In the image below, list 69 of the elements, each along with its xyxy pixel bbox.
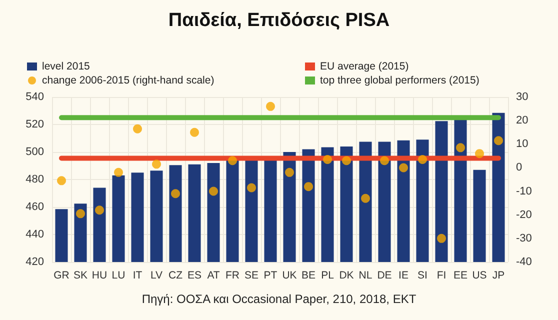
legend-label: EU average (2015) xyxy=(320,60,409,72)
point xyxy=(228,156,237,166)
x-tick-label: LV xyxy=(150,270,163,282)
point xyxy=(114,168,123,177)
y-tick-label: 500 xyxy=(26,146,44,158)
x-tick-label: DK xyxy=(339,270,354,282)
x-tick-label: AT xyxy=(207,270,220,282)
text: Πηγή: ΟΟΣΑ και Occasional Paper, 210, 2018, ΕΚΤ xyxy=(142,292,417,306)
y-tick-label: 460 xyxy=(26,201,44,213)
y2-tick-label: 0 xyxy=(516,162,522,174)
point xyxy=(190,128,199,137)
point xyxy=(285,168,294,177)
y2-tick-label: 30 xyxy=(516,91,528,103)
point xyxy=(437,234,446,243)
x-tick-label: FR xyxy=(226,270,240,282)
y2-tick-label: 20 xyxy=(516,114,528,127)
x-tick-label: IE xyxy=(398,270,408,282)
y2-tick-label: -30 xyxy=(516,232,532,244)
y2-tick-label: -40 xyxy=(516,256,532,268)
x-tick-label: LU xyxy=(112,270,126,282)
legend-label: top three global performers (2015) xyxy=(320,74,480,86)
point xyxy=(76,209,85,218)
point xyxy=(266,102,275,111)
point xyxy=(95,206,104,215)
x-tick-label: SE xyxy=(244,270,259,282)
x-tick-label: BE xyxy=(301,270,316,282)
x-tick-label: SK xyxy=(73,270,88,282)
point xyxy=(133,124,142,134)
point xyxy=(456,143,465,152)
x-tick-label: CZ xyxy=(168,270,184,282)
x-tick-label: JP xyxy=(492,270,505,282)
point xyxy=(57,176,66,186)
chart-title: Παιδεία, Επιδόσεις PISA xyxy=(168,10,390,31)
y-tick-label: 440 xyxy=(26,228,44,240)
point xyxy=(304,182,313,192)
y-tick-label: 520 xyxy=(26,118,44,130)
point xyxy=(361,194,370,203)
x-tick-label: UK xyxy=(282,270,297,282)
x-tick-label: IT xyxy=(132,270,143,282)
y2-tick-label: 10 xyxy=(516,138,528,150)
y2-tick-label: -20 xyxy=(516,208,532,221)
x-tick-label: HU xyxy=(92,270,108,282)
point xyxy=(475,149,484,158)
x-tick-label: GR xyxy=(54,270,70,282)
x-tick-label: PL xyxy=(321,270,334,282)
y-tick-label: 420 xyxy=(26,256,44,268)
point xyxy=(418,154,427,164)
point xyxy=(171,189,180,198)
point xyxy=(247,183,256,192)
x-tick-label: DE xyxy=(377,270,392,282)
x-tick-label: EE xyxy=(453,270,468,282)
x-tick-label: PT xyxy=(264,270,278,282)
x-tick-label: NL xyxy=(358,270,372,282)
point xyxy=(152,160,161,169)
point xyxy=(494,136,503,146)
point xyxy=(342,156,351,166)
x-tick-label: US xyxy=(472,270,487,282)
y-tick-label: 480 xyxy=(26,174,44,186)
point xyxy=(399,163,408,172)
point xyxy=(380,156,389,166)
x-tick-label: FI xyxy=(436,270,446,282)
y-tick-label: 540 xyxy=(26,91,44,103)
y2-tick-label: -10 xyxy=(516,185,532,198)
x-tick-label: SI xyxy=(418,270,428,282)
legend-label: change 2006-2015 (right-hand scale) xyxy=(42,74,214,86)
point xyxy=(323,154,332,164)
legend-label: level 2015 xyxy=(42,60,90,72)
point xyxy=(209,186,218,196)
x-tick-label: ES xyxy=(187,270,202,282)
